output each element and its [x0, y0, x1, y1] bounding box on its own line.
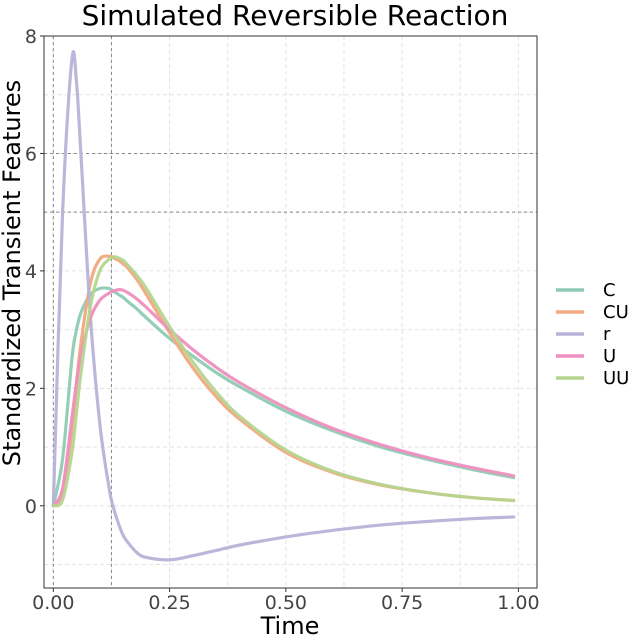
- x-tick-label: 0.50: [265, 592, 307, 614]
- y-tick-label: 6: [25, 143, 37, 165]
- chart-title: Simulated Reversible Reaction: [82, 0, 509, 32]
- legend-label-U: U: [603, 346, 616, 367]
- y-tick-label: 4: [25, 261, 37, 283]
- reference-lines: [44, 35, 537, 588]
- y-tick-label: 8: [25, 26, 37, 48]
- series-line-C: [51, 286, 516, 508]
- legend-label-CU: CU: [603, 302, 629, 323]
- y-tick-label: 2: [25, 378, 37, 400]
- legend-label-C: C: [603, 280, 616, 301]
- legend-label-r: r: [603, 324, 611, 345]
- legend-label-UU: UU: [603, 368, 629, 389]
- y-axis-label: Standardized Transient Features: [0, 80, 26, 466]
- series-line-r: [51, 50, 516, 562]
- series-line-UU: [51, 255, 516, 508]
- x-tick-label: 1.00: [497, 592, 539, 614]
- series-group: [51, 50, 516, 562]
- x-tick-label: 0.75: [381, 592, 423, 614]
- series-line-CU: [51, 254, 516, 508]
- x-tick-label: 0.00: [32, 592, 74, 614]
- x-tick-label: 0.25: [148, 592, 190, 614]
- grid: [44, 35, 537, 588]
- series-line-U: [51, 288, 516, 508]
- plot-frame: [43, 35, 538, 589]
- y-tick-label: 0: [25, 496, 37, 518]
- y-axis-ticks: 0 2 4 6 8: [25, 26, 44, 518]
- x-axis-ticks: 0.00 0.25 0.50 0.75 1.00: [32, 588, 540, 614]
- x-axis-label: Time: [260, 612, 320, 636]
